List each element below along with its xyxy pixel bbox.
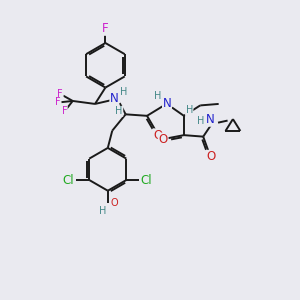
Text: N: N bbox=[163, 97, 171, 110]
Text: O: O bbox=[158, 133, 168, 146]
Text: O: O bbox=[110, 198, 118, 208]
Text: H: H bbox=[154, 91, 162, 100]
Text: F: F bbox=[61, 106, 67, 116]
Text: N: N bbox=[110, 92, 119, 105]
Text: O: O bbox=[153, 129, 162, 142]
Text: H: H bbox=[120, 87, 128, 97]
Text: H: H bbox=[197, 116, 205, 126]
Text: Cl: Cl bbox=[140, 173, 152, 187]
Text: H: H bbox=[99, 206, 106, 216]
Text: Cl: Cl bbox=[63, 173, 74, 187]
Text: F: F bbox=[55, 98, 61, 107]
Text: N: N bbox=[206, 113, 214, 126]
Text: F: F bbox=[102, 22, 109, 35]
Text: F: F bbox=[57, 89, 63, 99]
Text: H: H bbox=[116, 106, 123, 116]
Text: H: H bbox=[185, 106, 193, 116]
Text: O: O bbox=[206, 150, 216, 163]
